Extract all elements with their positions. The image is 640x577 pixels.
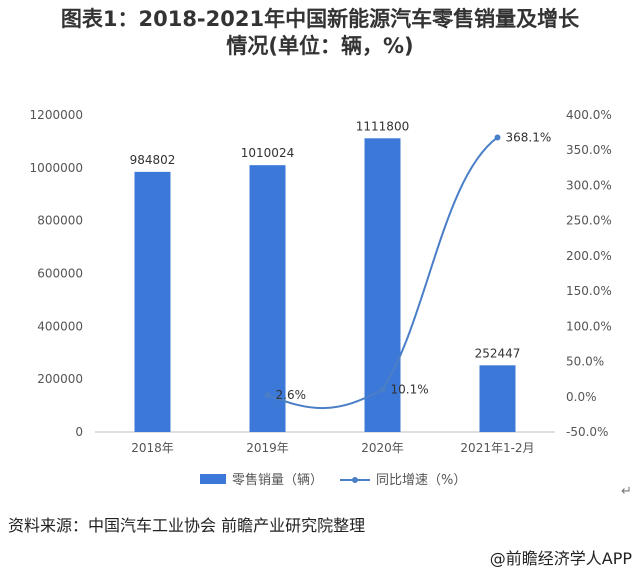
growth-point: [379, 386, 386, 393]
legend-line-label: 同比增速（%）: [376, 473, 466, 488]
bar: [479, 365, 516, 432]
y-right-tick-label: 0.0%: [566, 390, 597, 404]
source-note: 资料来源：中国汽车工业协会 前瞻产业研究院整理: [8, 516, 366, 535]
y-right-tick-label: 150.0%: [566, 284, 612, 298]
x-tick-label: 2021年1-2月: [460, 441, 534, 455]
growth-line: [267, 136, 499, 410]
growth-value-label: 368.1%: [506, 130, 552, 144]
x-tick-label: 2019年: [246, 441, 289, 455]
y-left-tick-label: 400000: [37, 319, 83, 333]
y-left-tick-label: 800000: [37, 214, 83, 228]
y-right-tick-label: 350.0%: [566, 143, 612, 157]
growth-point: [494, 134, 501, 141]
bar-value-label: 252447: [475, 346, 521, 360]
y-right-tick-label: 100.0%: [566, 319, 612, 333]
y-left-tick-label: 0: [75, 425, 83, 439]
x-tick-label: 2018年: [131, 441, 174, 455]
return-mark: ↵: [621, 484, 632, 499]
y-left-tick-label: 600000: [37, 267, 83, 281]
y-right-tick-label: 250.0%: [566, 214, 612, 228]
legend-bar-swatch: [200, 474, 226, 484]
legend-bar-label: 零售销量（辆）: [232, 472, 323, 488]
x-tick-label: 2020年: [361, 441, 404, 455]
growth-point: [264, 391, 271, 398]
y-left-tick-label: 200000: [37, 372, 83, 386]
chart-title-line-2: 情况(单位：辆，%): [226, 34, 414, 58]
growth-value-label: 2.6%: [276, 388, 307, 402]
y-right-tick-label: 400.0%: [566, 108, 612, 122]
chart-title: 图表1：2018-2021年中国新能源汽车零售销量及增长 情况(单位：辆，%): [0, 6, 640, 60]
y-left-tick-label: 1000000: [30, 161, 83, 175]
y-right-tick-label: -50.0%: [566, 425, 608, 439]
bar-value-label: 1111800: [356, 119, 409, 133]
legend-line-marker: [352, 477, 358, 483]
bar: [364, 138, 401, 432]
y-left-tick-label: 1200000: [30, 108, 83, 122]
y-right-tick-label: 200.0%: [566, 249, 612, 263]
bar-value-label: 984802: [130, 153, 176, 167]
y-right-tick-label: 300.0%: [566, 178, 612, 192]
bar: [249, 165, 286, 432]
credit-note: @前瞻经济学人APP: [489, 549, 632, 568]
chart-title-line-1: 图表1：2018-2021年中国新能源汽车零售销量及增长: [60, 7, 580, 31]
growth-value-label: 10.1%: [391, 383, 429, 397]
bar: [134, 171, 171, 432]
y-right-tick-label: 50.0%: [566, 355, 604, 369]
bar-value-label: 1010024: [241, 146, 294, 160]
